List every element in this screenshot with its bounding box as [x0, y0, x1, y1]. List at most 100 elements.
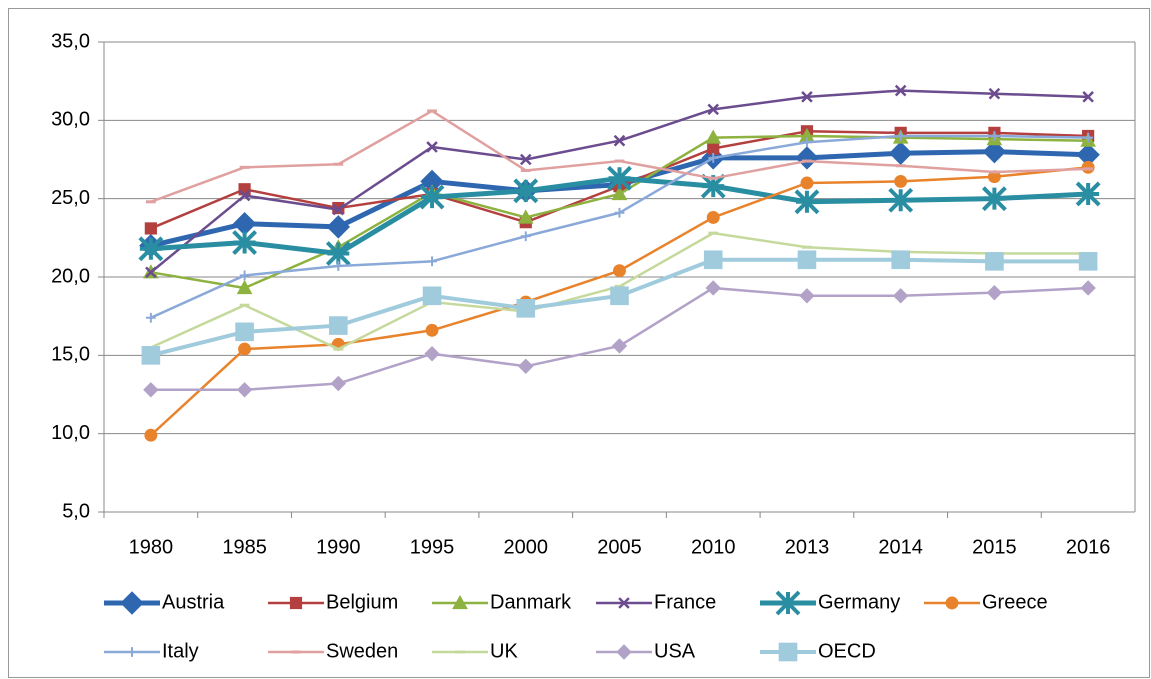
marker	[613, 134, 626, 147]
marker-shape	[144, 222, 157, 235]
marker	[329, 316, 348, 335]
marker	[797, 250, 817, 270]
marker-shape	[422, 286, 442, 306]
marker-shape	[516, 299, 536, 318]
marker	[145, 266, 157, 279]
marker	[795, 146, 819, 170]
marker	[707, 103, 720, 116]
marker	[700, 173, 726, 199]
marker-shape	[614, 207, 625, 218]
marker-shape	[332, 203, 345, 216]
marker	[520, 231, 531, 242]
marker-shape	[145, 266, 157, 279]
x-tick-label: 2010	[691, 536, 736, 558]
marker	[892, 288, 909, 304]
marker-shape	[700, 173, 726, 199]
marker	[706, 211, 720, 224]
marker	[1075, 181, 1101, 207]
marker	[138, 236, 164, 262]
marker-shape	[888, 187, 914, 213]
marker-shape	[333, 261, 344, 271]
marker-shape	[799, 288, 815, 304]
marker-shape	[775, 590, 801, 616]
marker	[800, 176, 814, 190]
marker	[424, 346, 440, 362]
marker	[141, 346, 161, 365]
marker	[289, 596, 303, 610]
y-tick-label: 30,0	[51, 109, 90, 131]
marker-shape	[325, 241, 351, 266]
marker	[127, 647, 137, 657]
marker-shape	[707, 103, 720, 116]
marker	[610, 286, 629, 306]
marker-shape	[795, 146, 819, 170]
marker	[1081, 160, 1095, 174]
marker	[1083, 132, 1094, 143]
marker	[894, 84, 907, 97]
marker	[144, 222, 157, 235]
marker-shape	[425, 323, 439, 337]
y-tick-label: 5,0	[62, 500, 90, 522]
x-tick-label: 2005	[597, 536, 642, 558]
marker	[1080, 280, 1096, 296]
marker	[794, 189, 820, 215]
marker-shape	[778, 642, 798, 662]
x-tick-label: 2013	[785, 536, 830, 558]
y-tick-label: 10,0	[51, 422, 90, 444]
legend-label: Sweden	[326, 640, 398, 662]
marker-shape	[517, 209, 534, 224]
marker	[330, 375, 347, 392]
marker-shape	[1078, 252, 1098, 271]
legend-item: OECD	[760, 640, 876, 662]
marker-shape	[613, 264, 626, 278]
marker-shape	[611, 338, 628, 354]
marker	[518, 358, 534, 375]
marker-shape	[989, 131, 1000, 141]
marker	[707, 142, 720, 155]
chart-border	[8, 8, 1150, 678]
marker	[239, 270, 250, 281]
marker-shape	[1075, 181, 1101, 207]
marker-shape	[239, 270, 250, 281]
marker-shape	[802, 137, 812, 148]
marker-shape	[424, 346, 440, 362]
marker-shape	[1082, 91, 1094, 103]
marker	[238, 189, 251, 202]
marker-shape	[888, 141, 913, 165]
marker-shape	[618, 597, 630, 609]
legend-label: Belgium	[326, 591, 398, 613]
marker-shape	[801, 91, 813, 103]
marker-shape	[452, 594, 468, 610]
marker	[427, 256, 437, 267]
marker-shape	[518, 358, 534, 375]
legend-item: Germany	[760, 590, 900, 616]
marker-shape	[520, 231, 531, 242]
marker	[513, 178, 539, 204]
marker-shape	[895, 131, 906, 141]
marker	[325, 241, 351, 266]
legend-item: Austria	[104, 591, 225, 615]
marker-shape	[1083, 132, 1094, 143]
marker-shape	[982, 139, 1007, 164]
legend-item: Greece	[924, 591, 1048, 613]
marker-shape	[800, 176, 814, 190]
legend-item: Sweden	[268, 640, 398, 662]
marker	[988, 87, 1001, 100]
legend-item: France	[596, 591, 716, 613]
marker	[235, 322, 254, 342]
marker	[452, 594, 468, 610]
marker	[986, 284, 1003, 301]
marker	[705, 280, 721, 296]
marker	[419, 184, 445, 210]
marker-shape	[519, 153, 532, 166]
legend-item: UK	[432, 640, 518, 662]
marker	[145, 312, 156, 323]
marker-shape	[426, 141, 438, 153]
marker	[425, 323, 439, 337]
marker-shape	[1080, 280, 1096, 296]
marker	[802, 137, 812, 148]
marker	[888, 141, 913, 165]
marker	[705, 129, 722, 144]
marker	[236, 279, 253, 295]
marker-shape	[326, 215, 351, 239]
